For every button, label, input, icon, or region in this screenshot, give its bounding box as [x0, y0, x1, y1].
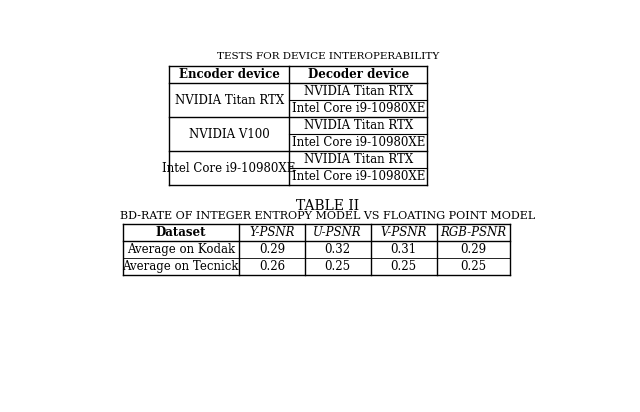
Text: NVIDIA Titan RTX: NVIDIA Titan RTX [303, 119, 413, 132]
Text: BD-RATE OF INTEGER ENTROPY MODEL VS FLOATING POINT MODEL: BD-RATE OF INTEGER ENTROPY MODEL VS FLOA… [120, 211, 536, 221]
Text: 0.25: 0.25 [390, 260, 417, 273]
Text: TESTS FOR DEVICE INTEROPERABILITY: TESTS FOR DEVICE INTEROPERABILITY [217, 52, 439, 61]
Text: V-PSNR: V-PSNR [380, 226, 427, 239]
Text: NVIDIA Titan RTX: NVIDIA Titan RTX [303, 85, 413, 98]
Text: Intel Core i9-10980XE: Intel Core i9-10980XE [292, 170, 425, 183]
Text: Average on Tecnick: Average on Tecnick [122, 260, 239, 273]
Text: RGB-PSNR: RGB-PSNR [440, 226, 506, 239]
Text: Intel Core i9-10980XE: Intel Core i9-10980XE [292, 136, 425, 149]
Text: Dataset: Dataset [156, 226, 206, 239]
Text: Decoder device: Decoder device [308, 68, 409, 81]
Text: Intel Core i9-10980XE: Intel Core i9-10980XE [292, 102, 425, 115]
Text: 0.32: 0.32 [324, 243, 351, 256]
Text: 0.26: 0.26 [259, 260, 285, 273]
Text: Intel Core i9-10980XE: Intel Core i9-10980XE [163, 162, 296, 175]
Text: 0.31: 0.31 [390, 243, 417, 256]
Text: Encoder device: Encoder device [179, 68, 280, 81]
Text: TABLE II: TABLE II [296, 199, 360, 213]
Text: 0.29: 0.29 [460, 243, 486, 256]
Text: 0.25: 0.25 [460, 260, 486, 273]
Text: NVIDIA Titan RTX: NVIDIA Titan RTX [175, 94, 284, 107]
Text: NVIDIA V100: NVIDIA V100 [189, 128, 269, 140]
Text: 0.25: 0.25 [324, 260, 351, 273]
Text: U-PSNR: U-PSNR [314, 226, 362, 239]
Text: NVIDIA Titan RTX: NVIDIA Titan RTX [303, 153, 413, 166]
Text: Y-PSNR: Y-PSNR [249, 226, 294, 239]
Text: 0.29: 0.29 [259, 243, 285, 256]
Text: Average on Kodak: Average on Kodak [127, 243, 235, 256]
